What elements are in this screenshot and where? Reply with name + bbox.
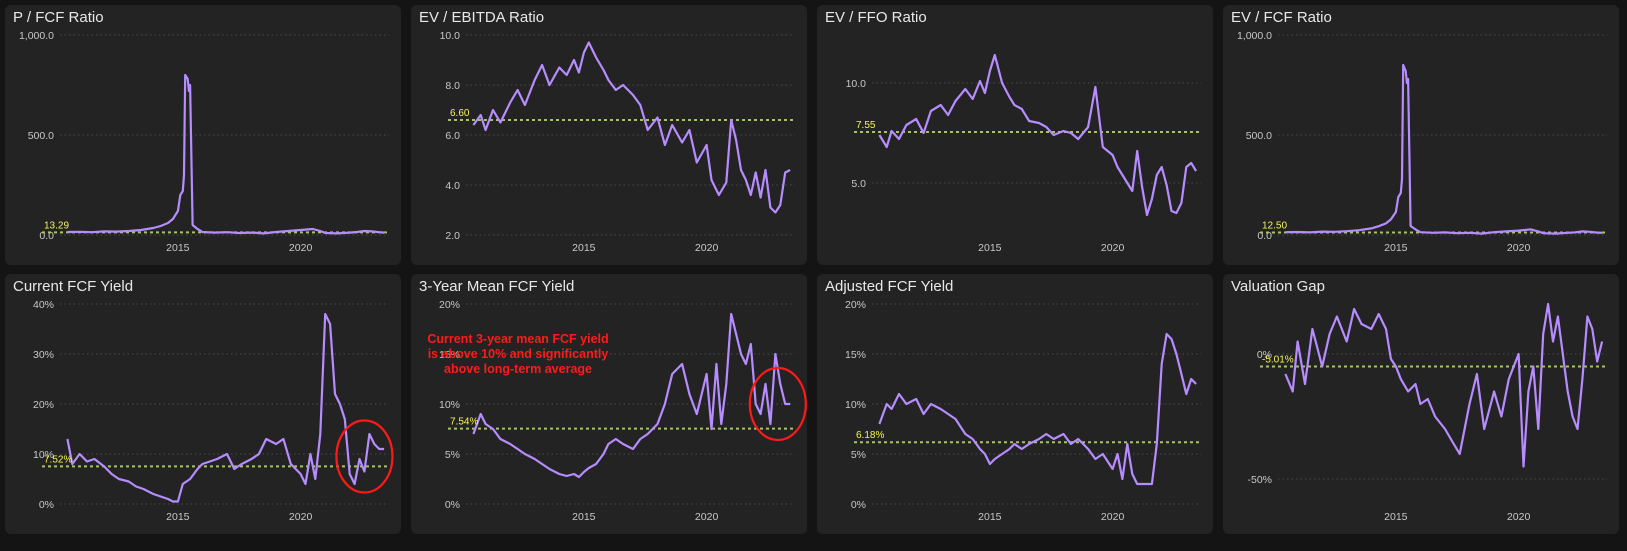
- chart-svg: 0.0 500.0 1,000.0 2015 2020 13.29: [19, 30, 389, 254]
- x-tick-label: 2020: [1101, 511, 1125, 523]
- mean-value-label: 12.50: [1262, 221, 1287, 232]
- chart-panel-valuation-gap: Valuation Gap -50% 0% 2015 2020 -5.01%: [1223, 274, 1619, 534]
- x-tick-label: 2015: [1384, 242, 1408, 254]
- chart-svg: 0.0 500.0 1,000.0 2015 2020 12.50: [1237, 30, 1607, 254]
- y-tick-label: 10%: [439, 399, 460, 411]
- x-tick-label: 2015: [166, 511, 190, 523]
- chart-panel-three-year-mean-fcf-yield: 3-Year Mean FCF Yield 0% 5% 10% 15% 20% 2015 20…: [411, 274, 807, 534]
- y-tick-label: -50%: [1247, 474, 1272, 486]
- y-tick-label: 15%: [439, 349, 460, 361]
- chart-title: EV / FFO Ratio: [825, 9, 927, 26]
- y-tick-label: 0.0: [1257, 230, 1272, 242]
- series-line: [66, 312, 385, 503]
- chart-svg: 0% 5% 10% 15% 20% 2015 2020 6.18%: [845, 299, 1201, 523]
- y-tick-label: 20%: [845, 299, 866, 311]
- chart-svg: 5.0 10.0 2015 2020 7.55: [846, 53, 1201, 254]
- series-line: [472, 41, 791, 214]
- x-tick-label: 2020: [1101, 242, 1125, 254]
- x-tick-label: 2020: [1507, 242, 1531, 254]
- chart-svg: 0% 5% 10% 15% 20% 2015 2020 7.54%: [439, 299, 807, 523]
- y-tick-label: 0.0: [39, 230, 54, 242]
- y-tick-label: 10%: [33, 449, 54, 461]
- y-tick-label: 15%: [845, 349, 866, 361]
- y-tick-label: 4.0: [445, 180, 460, 192]
- chart-title: EV / EBITDA Ratio: [419, 9, 545, 26]
- mean-value-label: -5.01%: [1262, 355, 1294, 366]
- x-tick-label: 2020: [695, 242, 719, 254]
- chart-svg: 2.0 4.0 6.0 8.0 10.0 2015 2020 6.60: [440, 30, 795, 254]
- mean-value-label: 6.60: [450, 108, 470, 119]
- y-tick-label: 0%: [1257, 349, 1272, 361]
- highlight-circle: [335, 419, 394, 494]
- y-tick-label: 5.0: [851, 178, 866, 190]
- y-tick-label: 0%: [445, 499, 460, 511]
- x-tick-label: 2015: [572, 511, 596, 523]
- chart-title: P / FCF Ratio: [13, 9, 104, 26]
- x-tick-label: 2020: [289, 511, 313, 523]
- x-tick-label: 2015: [978, 242, 1002, 254]
- y-tick-label: 0%: [851, 499, 866, 511]
- y-tick-label: 20%: [33, 399, 54, 411]
- chart-panel-current-fcf-yield: Current FCF Yield 0% 10% 20% 30% 40% 2015 2020 7…: [5, 274, 401, 534]
- y-tick-label: 30%: [33, 349, 54, 361]
- x-tick-label: 2015: [572, 242, 596, 254]
- y-tick-label: 5%: [445, 449, 460, 461]
- x-tick-label: 2015: [1384, 511, 1408, 523]
- mean-value-label: 13.29: [44, 220, 69, 231]
- y-tick-label: 20%: [439, 299, 460, 311]
- x-tick-label: 2020: [695, 511, 719, 523]
- series-line: [1284, 302, 1604, 468]
- chart-panel-ev-ffo-ratio: EV / FFO Ratio 5.0 10.0 2015 2020 7.55: [817, 5, 1213, 265]
- mean-value-label: 7.55: [856, 120, 876, 131]
- highlight-circle: [748, 366, 807, 442]
- x-tick-label: 2020: [289, 242, 313, 254]
- x-tick-label: 2015: [978, 511, 1002, 523]
- y-tick-label: 6.0: [445, 130, 460, 142]
- chart-title: 3-Year Mean FCF Yield: [419, 278, 575, 295]
- chart-title: Valuation Gap: [1231, 278, 1325, 295]
- y-tick-label: 2.0: [445, 230, 460, 242]
- mean-value-label: 7.54%: [450, 417, 478, 428]
- chart-panel-p-fcf-ratio: P / FCF Ratio 0.0 500.0 1,000.0 2015 2020 13.2…: [5, 5, 401, 265]
- chart-panel-ev-fcf-ratio: EV / FCF Ratio 0.0 500.0 1,000.0 2015 2020 12.…: [1223, 5, 1619, 265]
- chart-title: Adjusted FCF Yield: [825, 278, 954, 295]
- y-tick-label: 0%: [39, 499, 54, 511]
- y-tick-label: 1,000.0: [19, 30, 54, 42]
- chart-svg: 0% 10% 20% 30% 40% 2015 2020 7.52%: [33, 299, 394, 523]
- chart-panel-ev-ebitda-ratio: EV / EBITDA Ratio 2.0 4.0 6.0 8.0 10.0 2015 202…: [411, 5, 807, 265]
- chart-panel-adjusted-fcf-yield: Adjusted FCF Yield 0% 5% 10% 15% 20% 2015 2020 6…: [817, 274, 1213, 534]
- annotation-note: Current 3-year mean FCF yield is above 1…: [427, 332, 609, 376]
- y-tick-label: 40%: [33, 299, 54, 311]
- x-tick-label: 2015: [166, 242, 190, 254]
- series-line: [878, 332, 1197, 486]
- series-line: [67, 73, 385, 235]
- mean-value-label: 7.52%: [44, 454, 72, 465]
- y-tick-label: 1,000.0: [1237, 30, 1272, 42]
- y-tick-label: 10%: [845, 399, 866, 411]
- y-tick-label: 500.0: [28, 130, 54, 142]
- chart-title: EV / FCF Ratio: [1231, 9, 1332, 26]
- chart-title: Current FCF Yield: [13, 278, 134, 295]
- series-line: [1285, 63, 1603, 235]
- series-line: [472, 312, 791, 479]
- mean-value-label: 6.18%: [856, 430, 884, 441]
- series-line: [878, 53, 1198, 217]
- y-tick-label: 5%: [851, 449, 866, 461]
- y-tick-label: 10.0: [846, 78, 867, 90]
- chart-svg: -50% 0% 2015 2020 -5.01%: [1247, 302, 1607, 523]
- y-tick-label: 500.0: [1246, 130, 1272, 142]
- x-tick-label: 2020: [1507, 511, 1531, 523]
- y-tick-label: 10.0: [440, 30, 461, 42]
- y-tick-label: 8.0: [445, 80, 460, 92]
